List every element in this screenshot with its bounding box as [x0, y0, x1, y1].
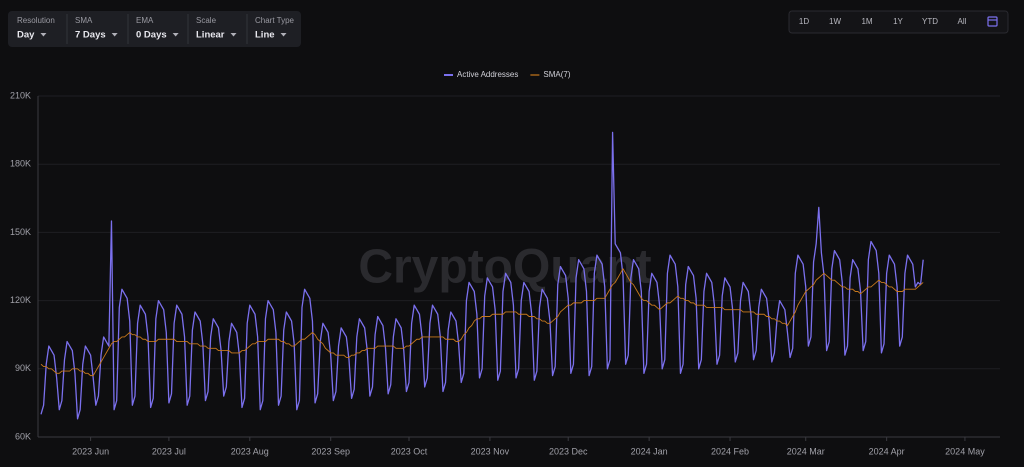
y-tick-label: 120K: [10, 295, 31, 305]
dropdown-value: Day: [17, 30, 35, 41]
x-tick-label: 2023 Oct: [391, 446, 428, 456]
calendar-frame: [987, 16, 998, 27]
range-button[interactable]: All: [958, 17, 967, 26]
dropdown-arrow: [111, 33, 118, 37]
dropdown-value: Line: [255, 30, 275, 41]
range-button[interactable]: 1Y: [893, 17, 903, 26]
x-tick-label: 2023 Sep: [311, 446, 350, 456]
dropdown-label: Chart Type: [255, 16, 295, 25]
series-line: [40, 268, 924, 377]
x-tick-label: 2024 Jan: [631, 446, 668, 456]
dropdown-value: 0 Days: [136, 30, 167, 41]
legend-label[interactable]: Active Addresses: [457, 70, 518, 79]
dropdown-arrow: [40, 33, 47, 37]
y-tick-label: 60K: [15, 431, 31, 441]
range-bar: [788, 10, 1009, 34]
series-line: [40, 131, 924, 420]
dropdown[interactable]: Resolution Day: [17, 16, 55, 40]
y-tick-label: 90K: [15, 363, 31, 373]
legend-label[interactable]: SMA(7): [543, 70, 570, 79]
dropdown-arrow: [230, 33, 237, 37]
dropdown-arrow: [280, 33, 287, 37]
range-button[interactable]: 1W: [829, 17, 841, 26]
x-tick-label: 2023 Dec: [549, 446, 588, 456]
y-tick-label: 210K: [10, 90, 31, 100]
x-tick-label: 2024 May: [945, 446, 985, 456]
calendar-icon[interactable]: [987, 16, 998, 27]
dropdown[interactable]: Scale Linear: [196, 16, 237, 41]
dropdown[interactable]: Chart Type Line: [255, 16, 295, 40]
x-tick-label: 2023 Jun: [72, 446, 109, 456]
y-tick-label: 150K: [10, 227, 31, 237]
range-button[interactable]: YTD: [922, 17, 938, 26]
dropdown-label: EMA: [136, 16, 154, 25]
toolbar: [8, 11, 301, 47]
dropdown[interactable]: SMA 7 Days: [75, 16, 118, 41]
dropdown-arrow: [172, 33, 179, 37]
dropdown-label: Resolution: [17, 16, 55, 25]
dropdown-label: Scale: [196, 16, 217, 25]
dropdown-label: SMA: [75, 16, 93, 25]
x-tick-label: 2024 Apr: [869, 446, 905, 456]
watermark: CryptoQuant: [358, 241, 651, 294]
x-tick-label: 2023 Aug: [231, 446, 269, 456]
x-tick-label: 2024 Feb: [711, 446, 749, 456]
dropdown[interactable]: EMA 0 Days: [136, 16, 179, 41]
x-tick-label: 2023 Jul: [152, 446, 186, 456]
range-button[interactable]: 1M: [861, 17, 872, 26]
dropdown-value: Linear: [196, 30, 225, 41]
range-button[interactable]: 1D: [799, 17, 809, 26]
dropdown-value: 7 Days: [75, 30, 106, 41]
x-tick-label: 2023 Nov: [471, 446, 510, 456]
x-tick-label: 2024 Mar: [787, 446, 825, 456]
y-tick-label: 180K: [10, 159, 31, 169]
